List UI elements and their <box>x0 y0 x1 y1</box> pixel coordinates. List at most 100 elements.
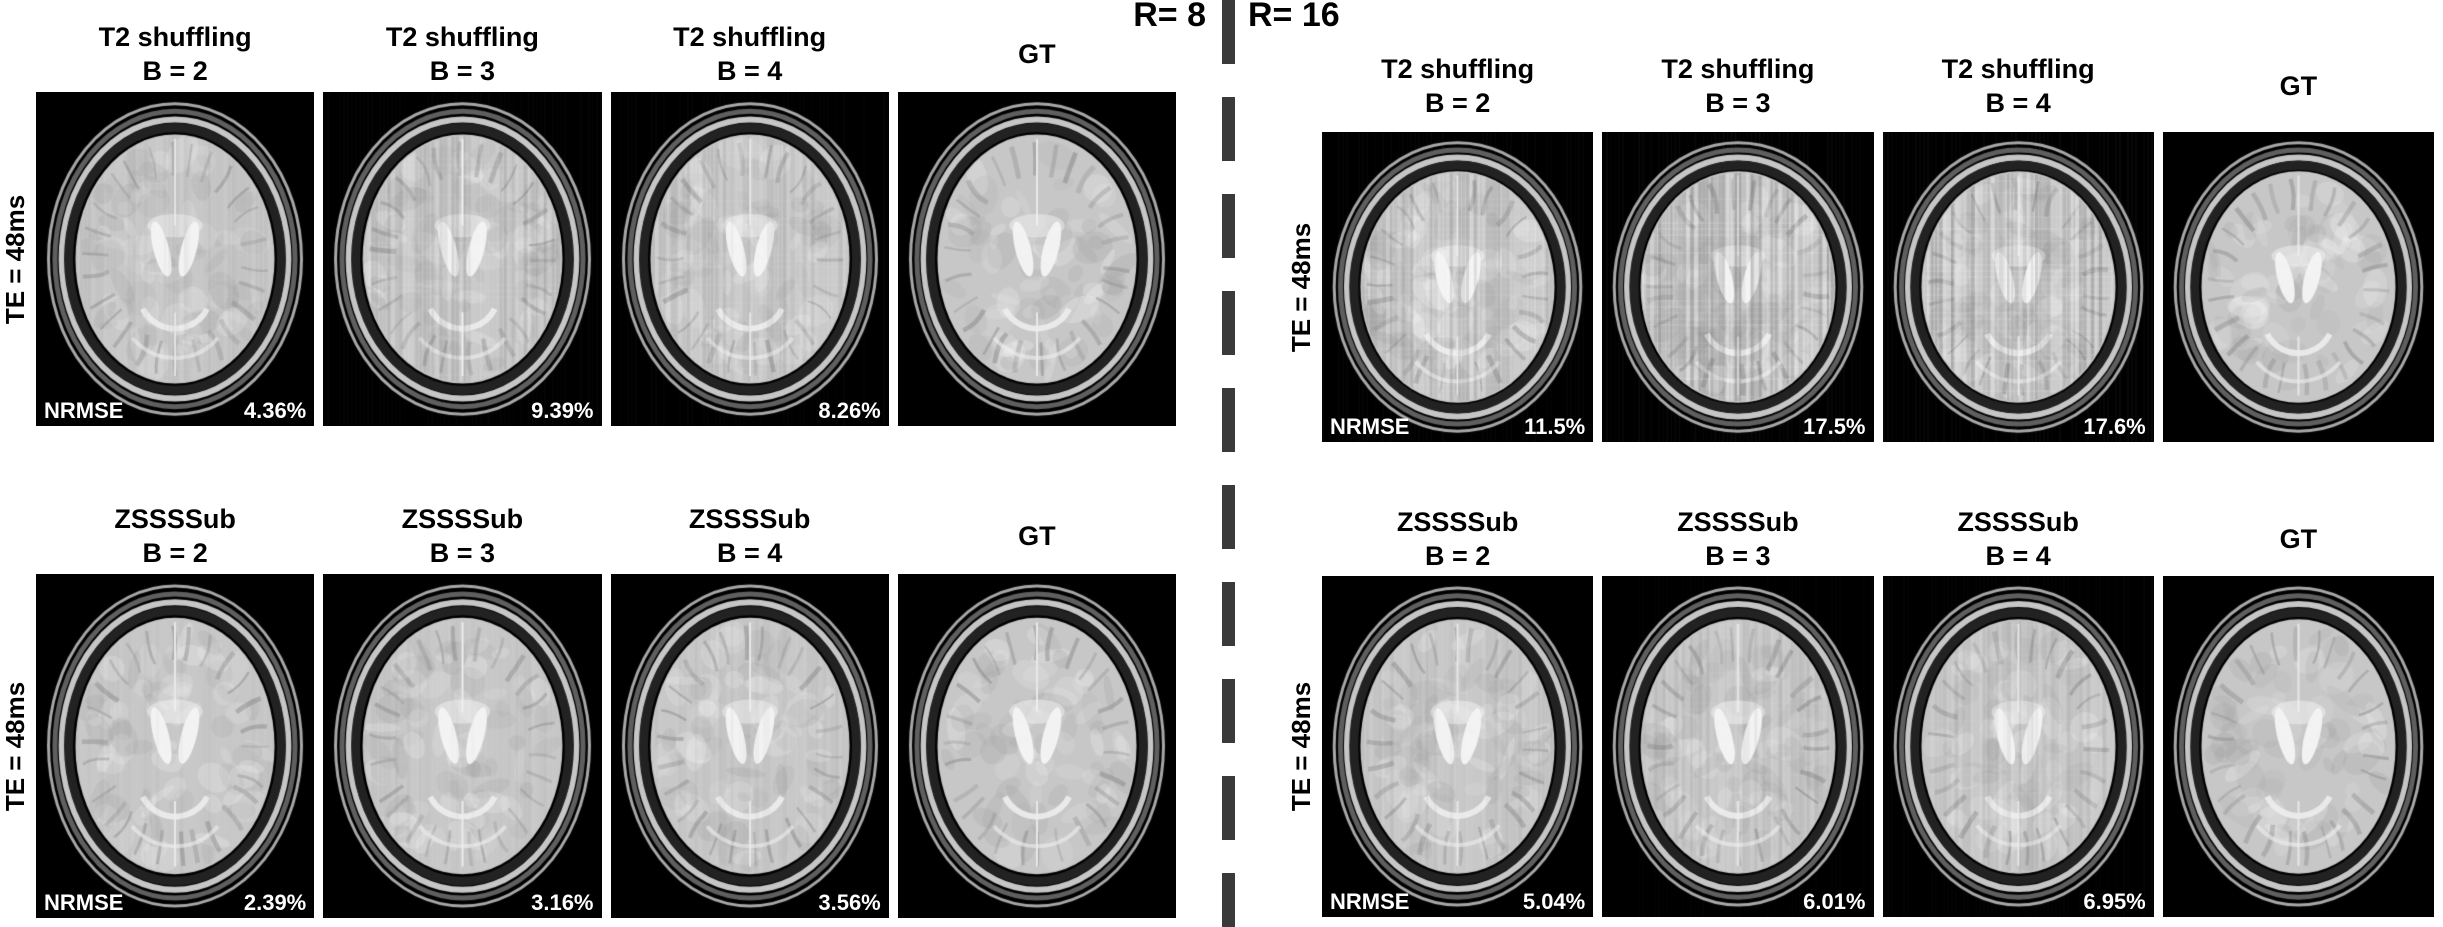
panel-title-line1: T2 shuffling <box>98 22 252 52</box>
mri-image <box>897 574 1176 918</box>
te-axis-label: TE = 48ms <box>1286 681 1317 812</box>
mri-panel-gt: GT <box>897 498 1176 918</box>
row-r8-t2shuffling: TE = 48ms T2 shuffling B = 2 NRMSE 4.36%… <box>1 16 1176 426</box>
panel-title-line2: B = 3 <box>1705 540 1771 571</box>
r16-section-label: R= 16 <box>1248 0 1340 34</box>
te-axis-label-wrap: TE = 48ms <box>0 574 34 918</box>
mri-panel: T2 shuffling B = 2 NRMSE 11.5% <box>1322 40 1594 442</box>
te-axis-label: TE = 48ms <box>0 194 31 324</box>
panel-title: T2 shuffling B = 4 <box>1883 40 2154 132</box>
brain-slice-canvas <box>323 92 602 426</box>
brain-slice-canvas <box>36 574 315 918</box>
brain-slice-canvas <box>610 92 889 426</box>
mri-panel: ZSSSSub B = 4 6.95% <box>1882 501 2154 917</box>
panel-title-line1: ZSSSSub <box>401 504 524 534</box>
mri-panel: ZSSSSub B = 3 3.16% <box>323 498 602 918</box>
nrmse-value: 2.39% <box>243 890 307 915</box>
brain-slice-canvas <box>1882 576 2154 917</box>
panel-title: T2 shuffling B = 2 <box>36 16 314 92</box>
mri-panel: T2 shuffling B = 3 9.39% <box>323 16 602 426</box>
te-axis-label: TE = 48ms <box>0 681 31 811</box>
panel-title: ZSSSSub B = 3 <box>1602 501 1873 576</box>
mri-image: NRMSE 2.39% <box>36 574 315 918</box>
mri-image: NRMSE 11.5% <box>1322 132 1594 442</box>
nrmse-value: 11.5% <box>1524 414 1586 439</box>
mri-image: 9.39% <box>323 92 602 426</box>
panel-title-line1: GT <box>2279 71 2318 101</box>
te-axis-label-wrap: TE = 48ms <box>1284 132 1320 442</box>
mri-panel: T2 shuffling B = 4 8.26% <box>610 16 889 426</box>
brain-slice-canvas <box>610 574 889 918</box>
te-axis-label-wrap: TE = 48ms <box>0 92 34 426</box>
mri-image <box>2162 132 2434 442</box>
mri-image: 3.16% <box>323 574 602 918</box>
nrmse-label: NRMSE <box>1330 889 1410 914</box>
mri-panel: ZSSSSub B = 3 6.01% <box>1602 501 1874 917</box>
panel-title-line2: B = 4 <box>716 56 783 86</box>
brain-slice-canvas <box>1322 132 1594 442</box>
nrmse-label: NRMSE <box>1330 414 1410 439</box>
brain-slice-canvas <box>2162 132 2434 442</box>
panel-title-line2: B = 3 <box>1705 88 1771 118</box>
panel-title: T2 shuffling B = 2 <box>1322 40 1593 132</box>
panel-title: GT <box>898 498 1176 574</box>
mri-panel-gt: GT <box>2162 501 2434 917</box>
mri-panel: T2 shuffling B = 3 17.5% <box>1602 40 1874 442</box>
mri-image: 8.26% <box>610 92 889 426</box>
brain-slice-canvas <box>1602 132 1874 442</box>
panel-title-line1: T2 shuffling <box>1661 54 1815 84</box>
brain-slice-canvas <box>897 92 1176 426</box>
mri-panel: ZSSSSub B = 4 3.56% <box>610 498 889 918</box>
nrmse-value: 5.04% <box>1522 889 1586 914</box>
nrmse-value: 6.95% <box>2083 889 2146 914</box>
te-axis-label-wrap: TE = 48ms <box>1284 576 1320 917</box>
panel-title-line2: B = 2 <box>1424 88 1491 118</box>
panel-title: T2 shuffling B = 3 <box>1602 40 1873 132</box>
mri-panel-gt: GT <box>897 16 1176 426</box>
panel-title-line2: B = 3 <box>429 538 496 568</box>
mri-image <box>2162 576 2434 917</box>
brain-slice-canvas <box>1322 576 1594 917</box>
panel-title-line1: ZSSSSub <box>688 504 811 534</box>
mri-image: 6.01% <box>1602 576 1874 917</box>
mri-panel: T2 shuffling B = 4 17.6% <box>1882 40 2154 442</box>
brain-slice-canvas <box>2162 576 2434 917</box>
panel-title: GT <box>2163 501 2434 576</box>
r8-section-label: R= 8 <box>1133 0 1206 34</box>
panel-title-line1: GT <box>2279 523 2318 554</box>
nrmse-label: NRMSE <box>44 398 124 423</box>
panel-title: ZSSSSub B = 4 <box>611 498 889 574</box>
nrmse-value: 3.56% <box>818 890 881 915</box>
row-r8-zssssub: TE = 48ms ZSSSSub B = 2 NRMSE 2.39% ZSSS… <box>1 498 1176 918</box>
panel-title-line1: T2 shuffling <box>1941 54 2095 84</box>
panel-title-line1: ZSSSSub <box>1396 506 1519 537</box>
mri-panel: ZSSSSub B = 2 NRMSE 2.39% <box>36 498 315 918</box>
nrmse-value: 3.16% <box>531 890 594 915</box>
mri-image: NRMSE 5.04% <box>1322 576 1594 917</box>
te-axis-label: TE = 48ms <box>1286 222 1317 352</box>
mri-image: 17.5% <box>1602 132 1874 442</box>
panel-title-line2: B = 2 <box>142 56 208 86</box>
panel-title: GT <box>898 16 1176 92</box>
panel-title: ZSSSSub B = 2 <box>36 498 314 574</box>
brain-slice-canvas <box>1882 132 2154 442</box>
nrmse-label: NRMSE <box>44 890 124 915</box>
brain-slice-canvas <box>36 92 315 426</box>
panel-title-line1: ZSSSSub <box>1957 506 2079 537</box>
nrmse-value: 17.6% <box>2083 414 2146 439</box>
panel-title-line1: T2 shuffling <box>385 22 539 52</box>
mri-image: 3.56% <box>610 574 889 918</box>
section-divider-dashed-line <box>1222 0 1235 927</box>
panel-title-line1: T2 shuffling <box>673 22 827 52</box>
panel-title-line2: B = 2 <box>142 538 208 568</box>
panel-title-line1: ZSSSSub <box>114 504 236 534</box>
brain-slice-canvas <box>323 574 602 918</box>
panel-title-line1: GT <box>1018 521 1056 551</box>
brain-slice-canvas <box>1602 576 1874 917</box>
panel-title-line2: B = 4 <box>716 538 783 568</box>
panel-title: T2 shuffling B = 3 <box>323 16 601 92</box>
mri-panel: ZSSSSub B = 2 NRMSE 5.04% <box>1322 501 1594 917</box>
mri-image: 17.6% <box>1882 132 2154 442</box>
mri-image: NRMSE 4.36% <box>36 92 315 426</box>
mri-image <box>897 92 1176 426</box>
